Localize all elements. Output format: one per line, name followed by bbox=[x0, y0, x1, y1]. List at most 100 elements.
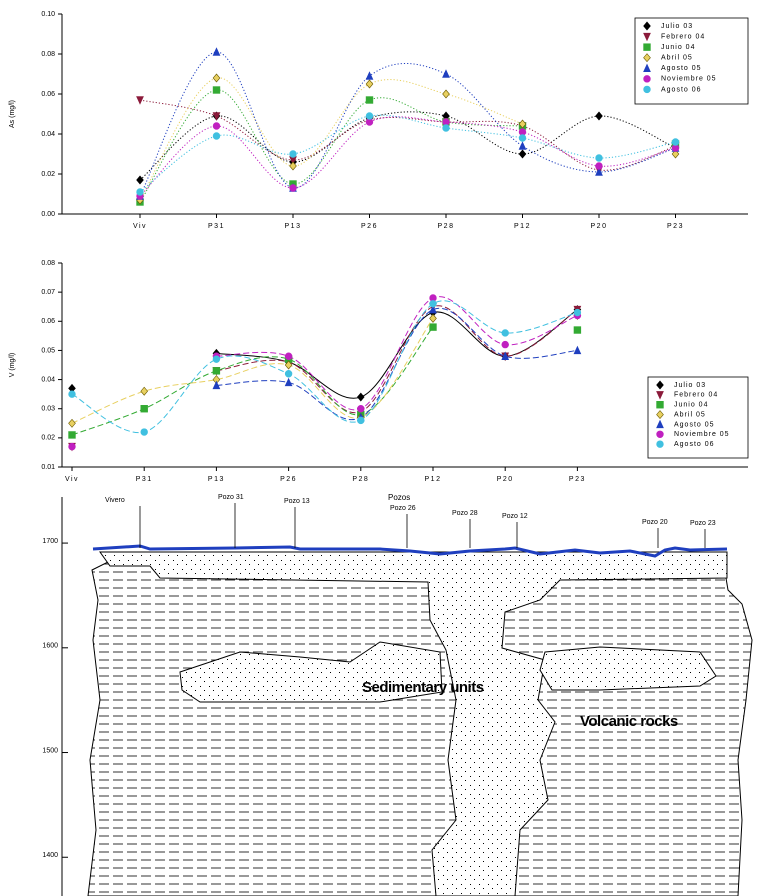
y-tick-label: 0.04 bbox=[41, 131, 55, 138]
y-tick-label: 0.05 bbox=[41, 347, 55, 354]
point bbox=[213, 74, 220, 82]
point bbox=[502, 341, 509, 348]
point bbox=[137, 97, 144, 104]
y-tick-label: 0.06 bbox=[41, 91, 55, 98]
series-line bbox=[140, 117, 676, 196]
y-tick-label: 0.04 bbox=[41, 376, 55, 383]
point bbox=[141, 429, 148, 436]
point bbox=[285, 353, 292, 360]
point bbox=[366, 113, 373, 120]
x-tick-label: P26 bbox=[361, 223, 378, 230]
x-tick-label: P20 bbox=[591, 223, 608, 230]
point bbox=[69, 432, 76, 439]
series-line bbox=[216, 310, 577, 399]
y-tick-label: 1500 bbox=[42, 747, 58, 754]
x-tick-label: P23 bbox=[569, 476, 586, 483]
point bbox=[357, 405, 364, 412]
legend-label: Febrero 04 bbox=[674, 392, 718, 399]
y-tick-label: 0.07 bbox=[41, 289, 55, 296]
y-tick-label: 0.01 bbox=[41, 464, 55, 471]
point bbox=[596, 112, 603, 120]
point bbox=[290, 185, 297, 192]
x-tick-label: P20 bbox=[497, 476, 514, 483]
well-label: Pozos bbox=[388, 493, 410, 502]
y-tick-label: 0.08 bbox=[41, 260, 55, 267]
point bbox=[141, 387, 148, 395]
point bbox=[596, 163, 603, 170]
y-axis-label: As (mg/l) bbox=[9, 100, 16, 128]
y-tick-label: 0.06 bbox=[41, 318, 55, 325]
x-tick-label: P28 bbox=[352, 476, 369, 483]
point bbox=[213, 133, 220, 140]
y-tick-label: 0.02 bbox=[41, 171, 55, 178]
point bbox=[430, 300, 437, 307]
point bbox=[213, 123, 220, 130]
point bbox=[213, 356, 220, 363]
legend-label: Abril 05 bbox=[674, 411, 706, 418]
well-label: Pozo 28 bbox=[452, 510, 478, 517]
well-label: Pozo 13 bbox=[284, 498, 310, 505]
well-label: Vivero bbox=[105, 497, 125, 504]
x-tick-label: P12 bbox=[425, 476, 442, 483]
point bbox=[213, 87, 220, 94]
point bbox=[443, 125, 450, 132]
legend-label: Noviembre 05 bbox=[661, 76, 717, 83]
x-tick-label: P31 bbox=[208, 223, 225, 230]
unit-label: Volcanic rocks bbox=[580, 713, 678, 730]
legend-label: Junio 04 bbox=[661, 44, 695, 51]
point bbox=[574, 327, 581, 334]
point bbox=[141, 405, 148, 412]
y-tick-label: 0.00 bbox=[41, 211, 55, 218]
point bbox=[430, 314, 437, 322]
well-label: Pozo 23 bbox=[690, 520, 716, 527]
point bbox=[285, 370, 292, 377]
point bbox=[69, 443, 76, 450]
point bbox=[644, 44, 651, 51]
legend-label: Agosto 05 bbox=[661, 65, 702, 72]
point bbox=[137, 189, 144, 196]
point bbox=[290, 151, 297, 158]
point bbox=[366, 72, 373, 79]
series-line bbox=[140, 78, 523, 200]
legend-label: Agosto 06 bbox=[661, 86, 702, 93]
legend-label: Junio 04 bbox=[674, 402, 708, 409]
legend-label: Julio 03 bbox=[661, 23, 693, 30]
point bbox=[502, 330, 509, 337]
series-line bbox=[72, 318, 433, 423]
point bbox=[443, 90, 450, 98]
y-tick-label: 0.08 bbox=[41, 51, 55, 58]
point bbox=[519, 142, 526, 149]
point bbox=[644, 75, 651, 82]
legend-label: Abril 05 bbox=[661, 55, 693, 62]
point bbox=[285, 378, 292, 385]
well-label: Pozo 31 bbox=[218, 494, 244, 501]
x-tick-label: P31 bbox=[136, 476, 153, 483]
series-line bbox=[140, 52, 676, 196]
point bbox=[366, 80, 373, 88]
y-tick-label: 0.03 bbox=[41, 406, 55, 413]
point bbox=[519, 135, 526, 142]
point bbox=[574, 346, 581, 353]
point bbox=[213, 367, 220, 374]
point bbox=[213, 48, 220, 55]
well-label: Pozo 26 bbox=[390, 505, 416, 512]
point bbox=[657, 441, 664, 448]
series-line bbox=[72, 301, 577, 433]
point bbox=[519, 150, 526, 158]
series-line bbox=[140, 90, 523, 202]
figure: 0.000.020.040.060.080.10VivP31P13P26P28P… bbox=[0, 0, 757, 896]
point bbox=[657, 431, 664, 438]
point bbox=[596, 155, 603, 162]
point bbox=[574, 309, 581, 316]
y-tick-label: 0.02 bbox=[41, 435, 55, 442]
y-tick-label: 1600 bbox=[42, 643, 58, 650]
legend-label: Noviembre 05 bbox=[674, 431, 730, 438]
point bbox=[69, 391, 76, 398]
legend-label: Agosto 06 bbox=[674, 441, 715, 448]
point bbox=[644, 86, 651, 93]
point bbox=[357, 393, 364, 401]
y-tick-label: 1400 bbox=[42, 852, 58, 859]
point bbox=[443, 70, 450, 77]
well-label: Pozo 20 bbox=[642, 519, 668, 526]
point bbox=[430, 324, 437, 331]
